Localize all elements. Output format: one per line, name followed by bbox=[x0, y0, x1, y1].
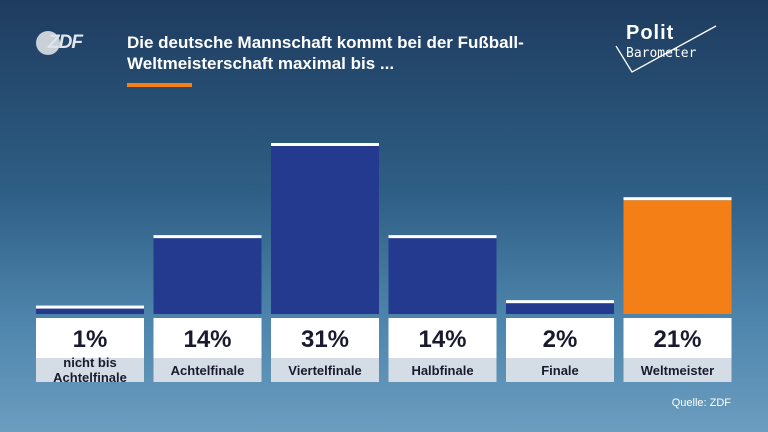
category-label: Viertelfinale bbox=[288, 363, 361, 378]
value-label-box bbox=[623, 318, 732, 358]
bar-top-line bbox=[153, 235, 262, 239]
category-label: Weltmeister bbox=[641, 363, 714, 378]
chart-title: Die deutsche Mannschaft kommt bei der Fu… bbox=[127, 33, 524, 73]
value-label: 14% bbox=[418, 326, 466, 353]
value-label: 2% bbox=[543, 326, 578, 353]
bar bbox=[506, 303, 614, 314]
bar-top-line bbox=[36, 305, 144, 309]
value-label: 1% bbox=[73, 326, 108, 353]
value-label-box bbox=[153, 318, 262, 358]
value-label: 14% bbox=[183, 326, 231, 353]
value-label: 31% bbox=[301, 326, 349, 353]
value-label-box bbox=[388, 318, 497, 358]
bar-top-line bbox=[388, 235, 497, 239]
category-label-box bbox=[388, 358, 497, 382]
bar bbox=[388, 238, 497, 314]
category-label: Achtelfinale bbox=[171, 363, 245, 378]
category-label: Halbfinale bbox=[411, 363, 473, 378]
category-label-box bbox=[623, 358, 732, 382]
zdf-logo: ZDF bbox=[36, 30, 94, 56]
value-label: 21% bbox=[653, 326, 701, 353]
value-label-box bbox=[271, 318, 379, 358]
category-label-box bbox=[36, 358, 144, 382]
category-label: nicht bis bbox=[63, 355, 116, 370]
zdf-logo-circle bbox=[36, 31, 60, 55]
category-label: Finale bbox=[541, 363, 579, 378]
source-note: Quelle: ZDF bbox=[671, 397, 731, 409]
category-label-box bbox=[506, 358, 614, 382]
bar-top-line bbox=[271, 143, 379, 146]
bar bbox=[153, 238, 262, 314]
value-label-box bbox=[36, 318, 144, 358]
bar-top-line bbox=[506, 300, 614, 304]
bar-top-line bbox=[623, 197, 732, 201]
zdf-logo-text: ZDF bbox=[48, 32, 83, 53]
title-accent-line bbox=[127, 83, 192, 87]
politbarometer-logo: Polit Barometer bbox=[612, 22, 722, 82]
category-label: Achtelfinale bbox=[53, 370, 127, 385]
brand-line2: Barometer bbox=[626, 46, 697, 61]
brand-line1: Polit bbox=[626, 22, 675, 44]
category-label-box bbox=[153, 358, 262, 382]
checkmark-icon bbox=[615, 25, 717, 73]
category-label-box bbox=[271, 358, 379, 382]
value-label-box bbox=[506, 318, 614, 358]
bar bbox=[623, 200, 732, 314]
bar bbox=[271, 146, 379, 314]
bar bbox=[36, 308, 144, 314]
